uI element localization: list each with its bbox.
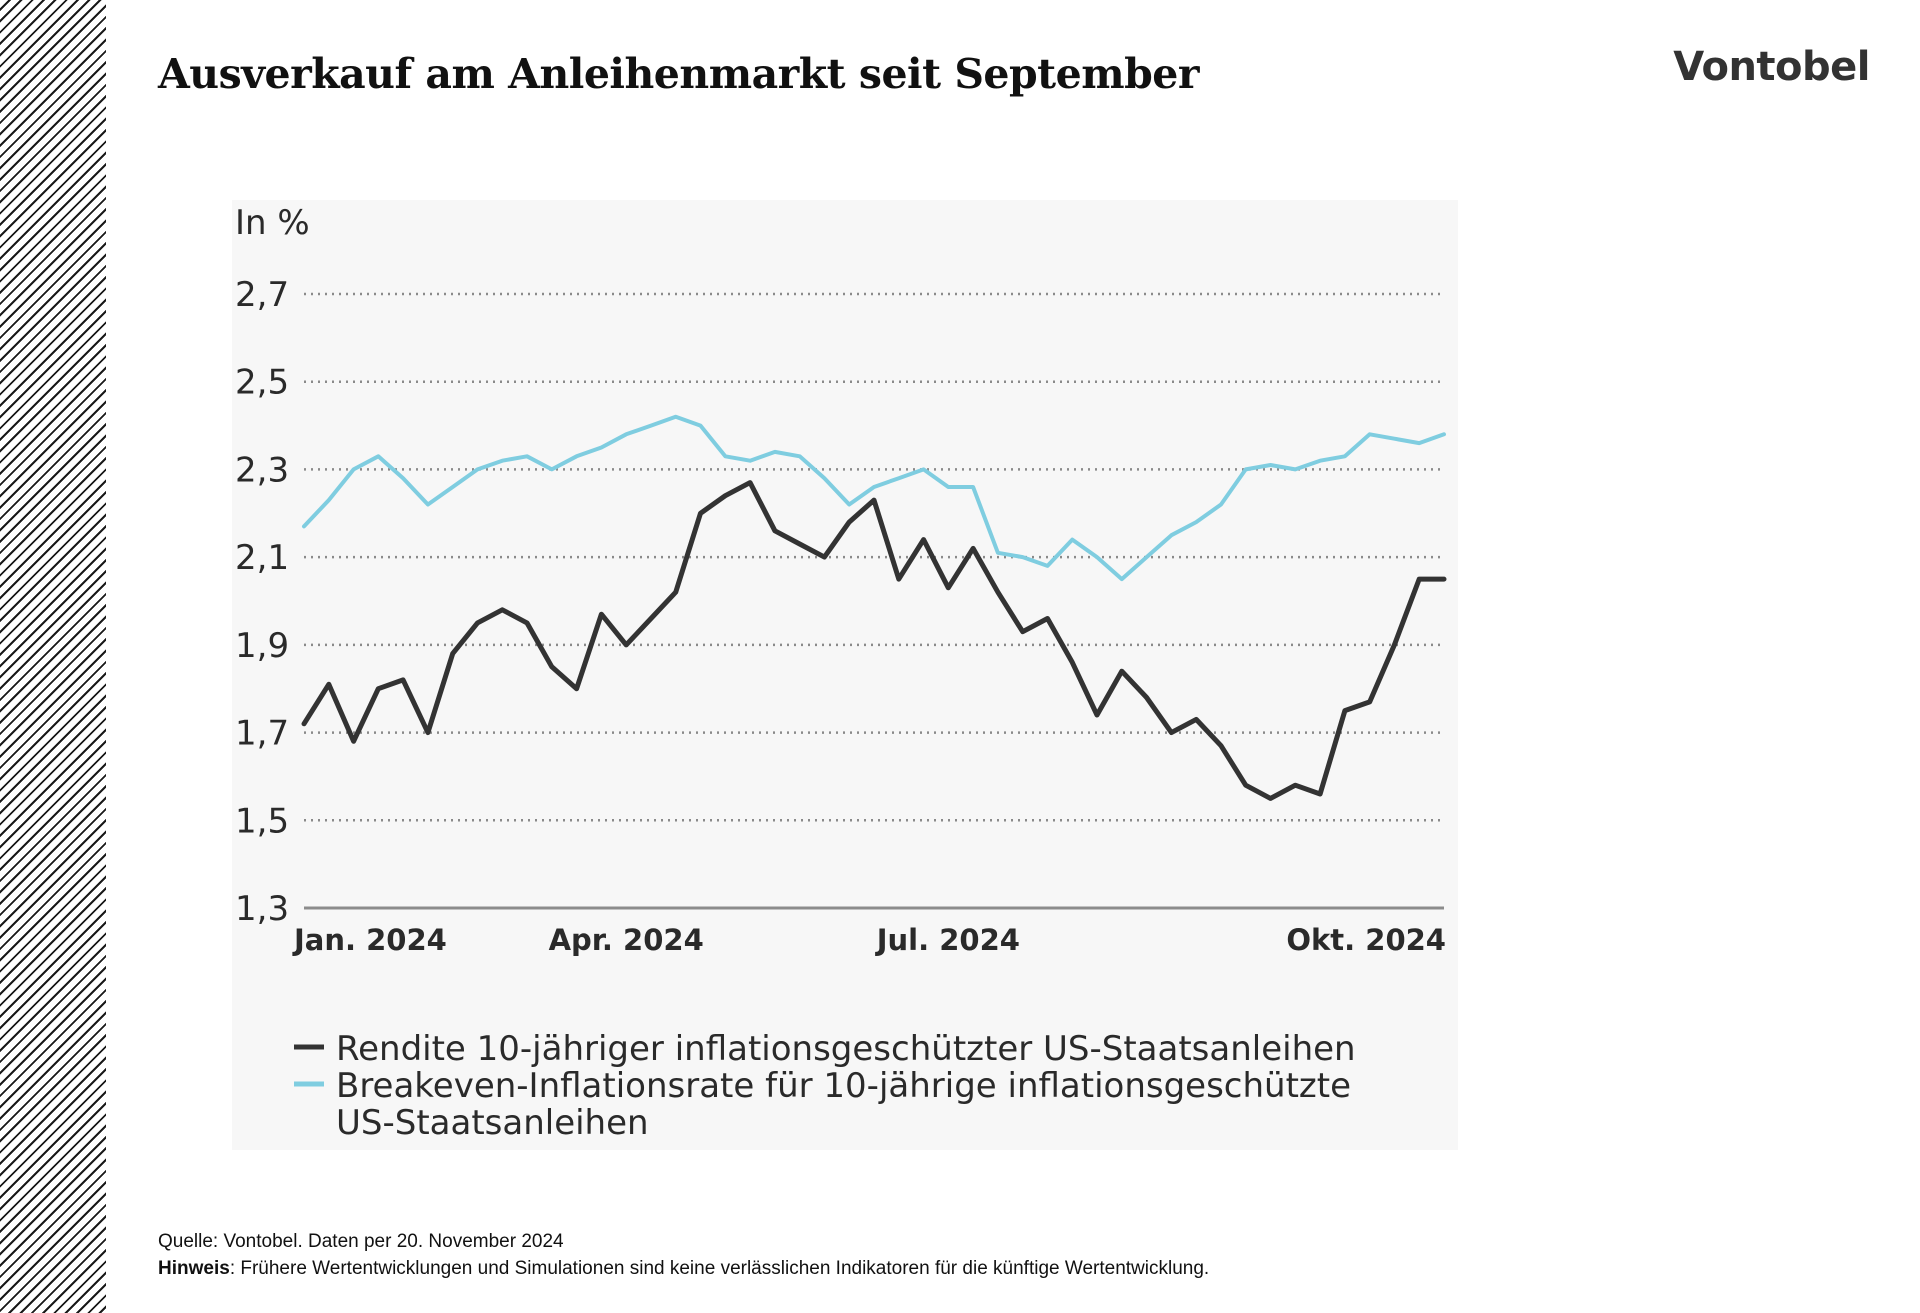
y-axis-ticks: 1,3 1,5 1,7 1,9 2,1 2,3 2,5 2,7 [235,275,289,929]
y-tick-label: 1,7 [235,714,289,754]
vontobel-logo: Vontobel [1673,44,1870,90]
x-axis-ticks: Jan. 2024 Apr. 2024 Jul. 2024 Okt. 2024 [292,923,1446,957]
series-line-breakeven [302,414,1446,582]
y-axis-title: In % [235,203,310,243]
legend: Rendite 10-jähriger inflationsgeschützte… [294,1029,1356,1143]
disclaimer-label: Hinweis [158,1258,230,1279]
disclaimer: Hinweis: Frühere Wertentwicklungen und S… [158,1255,1209,1282]
x-tick-label: Apr. 2024 [549,923,704,957]
grid-lines [304,292,1444,910]
x-tick-label: Jan. 2024 [292,923,447,957]
y-tick-label: 2,3 [235,450,289,490]
x-tick-label: Okt. 2024 [1286,923,1446,957]
source-note: Quelle: Vontobel. Daten per 20. November… [158,1231,564,1252]
hatched-margin-decoration [0,0,106,1313]
disclaimer-text: : Frühere Wertentwicklungen und Simulati… [229,1258,1210,1279]
y-tick-label: 2,1 [235,538,289,578]
legend-label-real-yield: Rendite 10-jähriger inflationsgeschützte… [336,1029,1356,1069]
legend-label-breakeven-line2: US-Staatsanleihen [336,1103,649,1143]
y-tick-label: 2,7 [235,275,289,315]
legend-label-breakeven: Breakeven-Inflationsrate für 10-jährige … [336,1066,1351,1106]
slide-title: Ausverkauf am Anleihenmarkt seit Septemb… [158,50,1199,98]
series-line-real-yield [301,480,1447,801]
y-tick-label: 1,3 [235,889,289,929]
y-tick-label: 2,5 [235,363,289,403]
line-chart: In % 1,3 1,5 1,7 1,9 2,1 2,3 2,5 2,7 Jan. 2024 A… [235,203,1447,1143]
y-tick-label: 1,5 [235,801,289,841]
y-tick-label: 1,9 [235,626,289,666]
x-tick-label: Jul. 2024 [875,923,1020,957]
footer: Quelle: Vontobel. Daten per 20. November… [158,1228,1209,1282]
chart-panel: In % 1,3 1,5 1,7 1,9 2,1 2,3 2,5 2,7 Jan. 2024 A… [232,200,1458,1150]
series-lines [301,414,1447,801]
